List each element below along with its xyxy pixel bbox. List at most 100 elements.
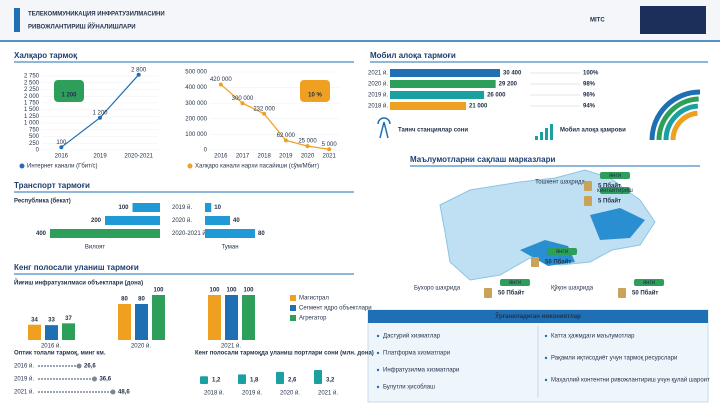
bar <box>225 295 238 340</box>
value-label: 420 000 <box>210 77 232 83</box>
point <box>327 147 332 152</box>
x-tick-label: 2016 й. <box>41 343 61 350</box>
capacity-label: 50 Пбайт <box>632 290 658 297</box>
value-label: 80 <box>258 231 265 237</box>
tag-text: янги <box>609 173 621 179</box>
bullet <box>376 351 380 355</box>
value-label: 100 <box>243 288 254 294</box>
x-tick-label: 2021 <box>322 154 336 160</box>
port-icon <box>314 370 322 384</box>
category-label: 2016 й. <box>14 363 34 370</box>
legend-label: Интернет канали (Гбит/с) <box>27 164 98 170</box>
bar <box>28 324 41 340</box>
value-label: 200 <box>91 218 102 224</box>
capability-item: Рақамли иқтисодиёт учун тармоқ ресурслар… <box>551 356 677 362</box>
section-title: Халқаро тармоқ <box>14 51 77 60</box>
category-label: 2018 й. <box>204 390 224 397</box>
tag <box>600 187 630 194</box>
y-tick-label: 2 750 <box>24 74 40 80</box>
caption: Мобил алоқа қамрови <box>560 127 626 134</box>
year-label: 2021 й. <box>368 70 388 77</box>
value-label: 80 <box>121 297 128 303</box>
port-icon <box>200 376 208 384</box>
bar <box>205 229 255 238</box>
port-icon <box>276 371 284 384</box>
point <box>98 115 102 120</box>
bar <box>390 80 496 88</box>
bar <box>208 295 221 340</box>
point <box>76 363 82 369</box>
legend-swatch <box>290 295 296 301</box>
server-icon <box>531 257 539 267</box>
caption: Оптик толали тармоқ, минг км. <box>14 351 106 357</box>
y-tick-label: 1 000 <box>24 121 40 127</box>
category-label: 2021 й. <box>14 389 34 396</box>
server-icon <box>484 288 492 298</box>
y-tick-label: 750 <box>29 127 40 133</box>
value-label: 33 <box>48 318 55 324</box>
legend-marker <box>19 163 25 169</box>
point <box>59 145 64 150</box>
capability-item: Маҳаллий контентни ривожлантириш учун қу… <box>551 377 710 384</box>
value-label: 40 <box>233 218 240 224</box>
map-uzbekistan <box>439 169 656 281</box>
point <box>283 138 288 143</box>
bar <box>205 216 230 225</box>
y-tick-label: 1 250 <box>24 114 40 120</box>
city-label: Бухоро шаҳрида <box>414 286 461 292</box>
y-tick-label: 500 000 <box>185 70 207 76</box>
legend-swatch <box>290 305 296 311</box>
coverage-arc <box>670 110 698 141</box>
x-tick-label: 2021 й. <box>221 343 241 350</box>
y-tick-label: 2 000 <box>24 94 40 100</box>
category-label: 2020-2021 й. <box>172 230 208 237</box>
x-tick-label: 2019 <box>93 154 107 160</box>
category-label: 2019 й. <box>172 204 192 211</box>
value-label: 1,2 <box>212 378 221 384</box>
value-label: 100 <box>56 140 67 146</box>
y-tick-label: 100 000 <box>185 132 207 138</box>
category-label: 2021 й. <box>318 390 338 397</box>
capacity-label: 5 Пбайт <box>598 198 621 205</box>
category-label: 2020 й. <box>172 217 192 224</box>
bar <box>390 102 466 110</box>
tag-text: кенгайтириш <box>597 187 633 194</box>
tag <box>634 279 664 286</box>
port-icon <box>238 374 246 384</box>
box-title: Ўрганиладиган имкониятлар <box>494 312 581 320</box>
value-label: 36,6 <box>99 377 111 383</box>
capability-item: Катта ҳажмдаги маълумотлар <box>551 334 635 340</box>
point <box>91 376 97 382</box>
point <box>110 389 116 395</box>
tag-text: янги <box>556 249 568 255</box>
header-accent <box>14 8 20 32</box>
signal-icon <box>550 124 553 140</box>
y-tick-label: 500 <box>29 134 40 140</box>
bar <box>390 91 485 99</box>
signal-icon <box>545 128 548 140</box>
category-label: 2019 й. <box>14 376 34 383</box>
bullet <box>544 356 548 360</box>
category-label: 2020 й. <box>280 390 300 397</box>
tag <box>600 172 630 179</box>
section-title: Транспорт тармоғи <box>14 181 90 190</box>
bar <box>135 304 148 340</box>
legend-label: Магистрал <box>299 296 329 302</box>
caption: Вилоят <box>85 245 106 251</box>
value-label: 3,2 <box>326 378 335 384</box>
capability-item: Платформа хизматлари <box>383 351 450 357</box>
bar <box>132 203 160 212</box>
value-label: 25 000 <box>298 139 317 145</box>
server-icon <box>618 288 626 298</box>
badge-text: 10 % <box>308 93 322 99</box>
value-label: 100% <box>583 71 599 77</box>
point <box>262 111 267 116</box>
capacity-label: 5 Пбайт <box>598 183 621 190</box>
city-label: Тошкент шаҳрида <box>535 180 585 186</box>
x-tick-label: 2017 <box>236 154 250 160</box>
x-tick-label: 2020-2021 <box>124 154 153 160</box>
logo-box <box>640 6 706 34</box>
y-tick-label: 1 500 <box>24 107 40 113</box>
value-label: 30 400 <box>503 71 522 77</box>
section-title: Мобил алоқа тармоғи <box>370 51 456 60</box>
